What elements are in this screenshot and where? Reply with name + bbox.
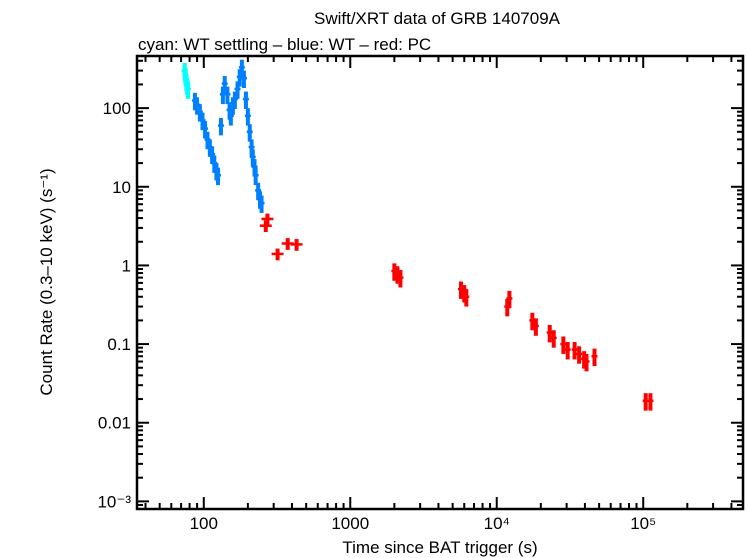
data-point [258,195,265,213]
data-point [184,81,191,99]
data-point [238,59,245,78]
y-tick-label: 10 [112,178,131,197]
data-point [202,120,209,139]
y-tick-label: 0.01 [98,414,131,433]
chart-subtitle: cyan: WT settling – blue: WT – red: PC [138,35,431,54]
data-point [571,342,578,360]
series-wt-settling [181,62,191,99]
data-point [209,146,216,164]
data-point [234,81,241,99]
x-tick-label: 1000 [331,514,369,533]
data-point [227,108,234,126]
data-point [244,108,251,126]
data-point [560,336,567,354]
series-wt [191,59,265,213]
y-tick-label: 1 [122,256,131,275]
y-tick-label: 0.1 [107,335,131,354]
data-point [196,104,203,122]
data-point [214,167,221,186]
data-point [591,348,598,367]
data-point [290,239,303,251]
series-pc [259,213,654,411]
data-point [271,248,284,261]
chart-title: Swift/XRT data of GRB 140709A [314,9,561,28]
x-tick-label: 10⁴ [484,514,510,533]
y-axis-label: Count Rate (0.3–10 keV) (s⁻¹) [37,168,56,395]
x-axis-label: Time since BAT trigger (s) [342,538,537,557]
data-point [224,86,231,105]
x-tick-label: 10⁵ [630,514,656,533]
data-point [231,91,238,109]
data-point [550,330,557,348]
y-tick-label: 10⁻³ [97,492,131,511]
data-point [532,318,539,336]
data-point [242,91,249,109]
data-point [199,112,206,131]
data-point [217,117,224,136]
data-point [576,346,583,364]
data-point [261,213,274,226]
data-point [506,290,513,309]
data-point [463,289,470,307]
plot-frame [135,54,745,511]
y-tick-label: 100 [103,99,131,118]
x-tick-label: 100 [190,514,218,533]
data-point [583,353,590,372]
data-point [221,75,228,94]
data-point [546,324,553,343]
data-point [240,70,247,89]
data-point [397,269,404,288]
data-point [647,393,654,411]
data-point [246,124,253,142]
data-point [564,342,571,360]
data-point [252,167,259,186]
